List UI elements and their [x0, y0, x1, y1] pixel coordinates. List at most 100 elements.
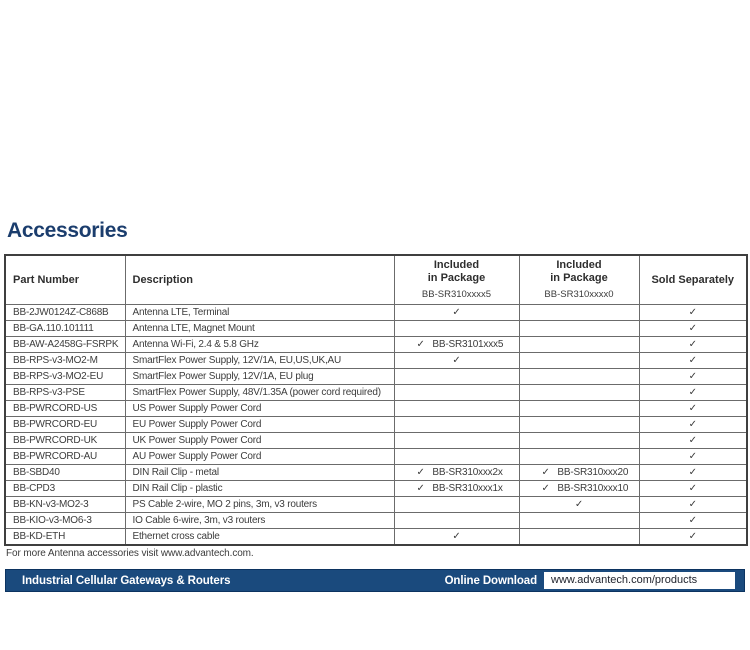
included-pkg5-cell [393, 415, 520, 433]
part-number-cell: BB-PWRCORD-US [4, 399, 126, 417]
table-row: BB-GA.110.101111 Antenna LTE, Magnet Mou… [4, 319, 748, 337]
table-row: BB-PWRCORD-US US Power Supply Power Cord… [4, 399, 748, 417]
sold-separately-cell: ✓ [638, 431, 748, 449]
page-title: Accessories [7, 219, 128, 242]
table-row: BB-KN-v3-MO2-3 PS Cable 2-wire, MO 2 pin… [4, 495, 748, 513]
included-pkg0-cell [518, 399, 640, 417]
sold-separately-cell: ✓ [638, 447, 748, 465]
description-cell: PS Cable 2-wire, MO 2 pins, 3m, v3 route… [124, 495, 395, 513]
included-pkg5-cell [393, 367, 520, 385]
part-number-cell: BB-GA.110.101111 [4, 319, 126, 337]
description-cell: UK Power Supply Power Cord [124, 431, 395, 449]
description-cell: AU Power Supply Power Cord [124, 447, 395, 465]
included-pkg5-cell: ✓ BB-SR3101xxx5 [393, 335, 520, 353]
description-cell: Antenna LTE, Magnet Mount [124, 319, 395, 337]
sold-separately-cell: ✓ [638, 495, 748, 513]
table-row: BB-2JW0124Z-C868B Antenna LTE, Terminal … [4, 303, 748, 321]
part-number-cell: BB-KD-ETH [4, 527, 126, 545]
part-number-cell: BB-PWRCORD-UK [4, 431, 126, 449]
part-number-cell: BB-2JW0124Z-C868B [4, 303, 126, 321]
sold-separately-cell: ✓ [638, 303, 748, 321]
included-pkg5-cell [393, 431, 520, 449]
table-row: BB-CPD3 DIN Rail Clip - plastic ✓ BB-SR3… [4, 479, 748, 497]
included-pkg5-cell: ✓ [393, 527, 520, 545]
included-pkg0-line2: in Package [550, 271, 608, 284]
table-row: BB-PWRCORD-AU AU Power Supply Power Cord… [4, 447, 748, 465]
included-pkg0-cell [518, 319, 640, 337]
part-number-cell: BB-RPS-v3-MO2-EU [4, 367, 126, 385]
description-cell: SmartFlex Power Supply, 48V/1.35A (power… [124, 383, 395, 401]
included-pkg5-cell: ✓ BB-SR310xxx2x [393, 463, 520, 481]
included-pkg0-cell: ✓ BB-SR310xxx10 [518, 479, 640, 497]
part-number-cell: BB-AW-A2458G-FSRPK [4, 335, 126, 353]
download-url-link[interactable]: www.advantech.com/products [544, 572, 735, 589]
included-pkg5-cell [393, 319, 520, 337]
included-pkg0-cell [518, 351, 640, 369]
table-row: BB-KIO-v3-MO6-3 IO Cable 6-wire, 3m, v3 … [4, 511, 748, 529]
included-pkg5-cell: ✓ [393, 303, 520, 321]
sold-separately-cell: ✓ [638, 335, 748, 353]
included-pkg5-cell: ✓ [393, 351, 520, 369]
accessories-table: Part Number Description Included in Pack… [4, 254, 748, 546]
part-number-cell: BB-KIO-v3-MO6-3 [4, 511, 126, 529]
sold-separately-cell: ✓ [638, 383, 748, 401]
description-header: Description [124, 254, 395, 305]
product-line-label: Industrial Cellular Gateways & Routers [22, 574, 231, 587]
included-pkg0-cell [518, 367, 640, 385]
description-cell: SmartFlex Power Supply, 12V/1A, EU plug [124, 367, 395, 385]
sold-separately-cell: ✓ [638, 527, 748, 545]
description-cell: EU Power Supply Power Cord [124, 415, 395, 433]
description-cell: DIN Rail Clip - plastic [124, 479, 395, 497]
included-pkg0-cell [518, 431, 640, 449]
description-cell: Antenna LTE, Terminal [124, 303, 395, 321]
included-pkg0-cell [518, 527, 640, 545]
table-row: BB-RPS-v3-MO2-M SmartFlex Power Supply, … [4, 351, 748, 369]
included-pkg5-cell [393, 511, 520, 529]
part-number-cell: BB-RPS-v3-PSE [4, 383, 126, 401]
description-cell: IO Cable 6-wire, 3m, v3 routers [124, 511, 395, 529]
included-pkg5-cell: ✓ BB-SR310xxx1x [393, 479, 520, 497]
footer-bar: Industrial Cellular Gateways & Routers O… [5, 569, 745, 592]
part-number-cell: BB-SBD40 [4, 463, 126, 481]
description-cell: US Power Supply Power Cord [124, 399, 395, 417]
sold-separately-cell: ✓ [638, 319, 748, 337]
table-row: BB-RPS-v3-MO2-EU SmartFlex Power Supply,… [4, 367, 748, 385]
part-number-cell: BB-KN-v3-MO2-3 [4, 495, 126, 513]
included-pkg5-cell [393, 383, 520, 401]
sold-separately-cell: ✓ [638, 415, 748, 433]
included-pkg5-line2: in Package [427, 271, 486, 284]
included-pkg0-model: BB-SR310xxxx0 [544, 288, 614, 300]
included-pkg5-cell [393, 399, 520, 417]
table-row: BB-KD-ETH Ethernet cross cable ✓ ✓ [4, 527, 748, 545]
part-number-cell: BB-PWRCORD-EU [4, 415, 126, 433]
included-pkg0-cell [518, 335, 640, 353]
description-cell: Ethernet cross cable [124, 527, 395, 545]
footnote-text: For more Antenna accessories visit www.a… [6, 548, 254, 559]
sold-separately-cell: ✓ [638, 511, 748, 529]
table-row: BB-AW-A2458G-FSRPK Antenna Wi-Fi, 2.4 & … [4, 335, 748, 353]
table-row: BB-PWRCORD-EU EU Power Supply Power Cord… [4, 415, 748, 433]
description-cell: SmartFlex Power Supply, 12V/1A, EU,US,UK… [124, 351, 395, 369]
included-pkg0-line1: Included [556, 258, 602, 271]
included-pkg0-cell [518, 303, 640, 321]
part-number-cell: BB-RPS-v3-MO2-M [4, 351, 126, 369]
part-number-cell: BB-CPD3 [4, 479, 126, 497]
sold-separately-cell: ✓ [638, 399, 748, 417]
included-pkg0-header: Included in Package BB-SR310xxxx0 [518, 254, 640, 305]
sold-separately-cell: ✓ [638, 351, 748, 369]
included-pkg5-line1: Included [433, 258, 480, 271]
description-cell: DIN Rail Clip - metal [124, 463, 395, 481]
sold-separately-cell: ✓ [638, 463, 748, 481]
description-cell: Antenna Wi-Fi, 2.4 & 5.8 GHz [124, 335, 395, 353]
part-number-header: Part Number [4, 254, 126, 305]
included-pkg0-cell [518, 511, 640, 529]
included-pkg0-cell: ✓ BB-SR310xxx20 [518, 463, 640, 481]
table-row: BB-SBD40 DIN Rail Clip - metal ✓ BB-SR31… [4, 463, 748, 481]
included-pkg5-header: Included in Package BB-SR310xxxx5 [393, 254, 520, 305]
part-number-cell: BB-PWRCORD-AU [4, 447, 126, 465]
included-pkg0-cell: ✓ [518, 495, 640, 513]
table-header-row: Part Number Description Included in Pack… [4, 254, 748, 305]
table-row: BB-PWRCORD-UK UK Power Supply Power Cord… [4, 431, 748, 449]
online-download-label: Online Download [444, 574, 538, 587]
